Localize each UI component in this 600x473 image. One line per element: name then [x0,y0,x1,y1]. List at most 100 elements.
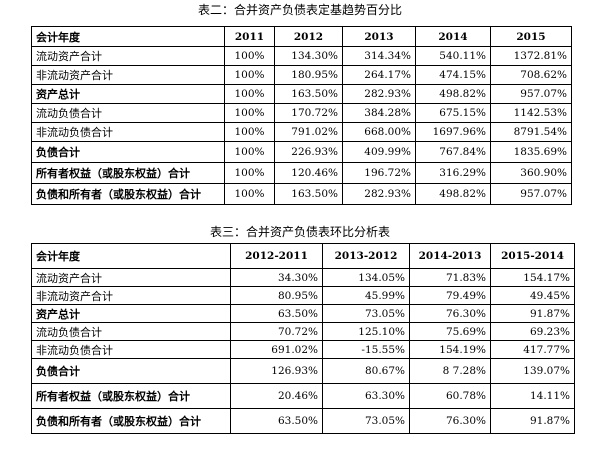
table-row: 非流动资产合计 100% 180.95% 264.17% 474.15% 708.62% [31,65,572,85]
value-cell: 384.28% [342,103,416,123]
value-cell: 196.72% [342,162,416,184]
value-cell: 80.95% [230,286,323,305]
value-cell: 314.34% [342,46,416,66]
value-cell: 668.00% [342,122,416,142]
header-year-cell: 2013 [342,26,416,47]
header-row: 会计年度 2011 2012 2013 2014 2015 [31,26,572,47]
row-label-cell: 所有者权益（或股东权益）合计 [31,162,225,184]
value-cell: 60.78% [409,383,491,409]
row-label-cell: 非流动负债合计 [31,340,231,359]
table-row: 负债合计 100% 226.93% 409.99% 767.84% 1835.69% [31,141,572,163]
table-row: 资产总计 100% 163.50% 282.93% 498.82% 957.07% [31,84,572,104]
value-cell: 1835.69% [490,141,572,163]
value-cell: 498.82% [415,183,491,205]
value-cell: 226.93% [274,141,343,163]
table2-caption: 表三：合并资产负债表环比分析表 [209,225,390,239]
table-row: 非流动资产合计 80.95% 45.99% 79.49% 49.45% [31,286,575,305]
value-cell: 498.82% [415,84,491,104]
value-cell: 91.87% [490,408,575,434]
value-cell: 73.05% [322,408,410,434]
value-cell: 134.30% [274,46,343,66]
value-cell: 100% [224,162,275,184]
table-row: 流动资产合计 34.30% 134.05% 71.83% 154.17% [31,268,575,287]
value-cell: 957.07% [490,183,572,205]
value-cell: 71.83% [409,268,491,287]
value-cell: -15.55% [322,340,410,359]
value-cell: 120.46% [274,162,343,184]
value-cell: 100% [224,84,275,104]
header-year-cell: 2011 [224,26,275,47]
value-cell: 360.90% [490,162,572,184]
value-cell: 100% [224,183,275,205]
value-cell: 8791.54% [490,122,572,142]
table-row: 所有者权益（或股东权益）合计 100% 120.46% 196.72% 316.29% 3… [31,162,572,184]
value-cell: 73.05% [322,304,410,323]
value-cell: 282.93% [342,84,416,104]
value-cell: 63.30% [322,383,410,409]
header-year-cell: 2014-2013 [409,243,491,269]
value-cell: 91.87% [490,304,575,323]
value-cell: 63.50% [230,304,323,323]
value-cell: 957.07% [490,84,572,104]
value-cell: 163.50% [274,84,343,104]
value-cell: 14.11% [490,383,575,409]
row-label-cell: 非流动资产合计 [31,286,231,305]
header-year-cell: 2015-2014 [490,243,575,269]
value-cell: 154.19% [409,340,491,359]
table-row: 非流动负债合计 691.02% -15.55% 154.19% 417.77% [31,340,575,359]
header-year-cell: 2012 [274,26,343,47]
value-cell: 20.46% [230,383,323,409]
row-label-cell: 负债合计 [31,141,225,163]
value-cell: 282.93% [342,183,416,205]
row-label-cell: 负债和所有者（或股东权益）合计 [31,183,225,205]
value-cell: 70.72% [230,322,323,341]
value-cell: 76.30% [409,304,491,323]
value-cell: 69.23% [490,322,575,341]
header-year-cell: 2014 [415,26,491,47]
value-cell: 80.67% [322,358,410,384]
value-cell: 100% [224,46,275,66]
table-row: 非流动负债合计 100% 791.02% 668.00% 1697.96% 8791.54… [31,122,572,142]
row-label-cell: 负债和所有者（或股东权益）合计 [31,408,231,434]
value-cell: 75.69% [409,322,491,341]
row-label-cell: 流动资产合计 [31,46,225,66]
table-row: 负债和所有者（或股东权益）合计 100% 163.50% 282.93% 498.82%… [31,183,572,205]
value-cell: 708.62% [490,65,572,85]
value-cell: 180.95% [274,65,343,85]
value-cell: 45.99% [322,286,410,305]
value-cell: 139.07% [490,358,575,384]
table1-caption: 表二：合并资产负债表定基趋势百分比 [197,3,402,17]
value-cell: 125.10% [322,322,410,341]
value-cell: 417.77% [490,340,575,359]
value-cell: 170.72% [274,103,343,123]
value-cell: 691.02% [230,340,323,359]
value-cell: 791.02% [274,122,343,142]
table-row: 负债合计 126.93% 80.67% 8 7.28% 139.07% [31,358,575,384]
row-label-cell: 资产总计 [31,304,231,323]
row-label-cell: 流动负债合计 [31,322,231,341]
value-cell: 100% [224,65,275,85]
value-cell: 409.99% [342,141,416,163]
fixed-base-trend-table: 会计年度 2011 2012 2013 2014 2015 流动资产合计 100% 134.30… [31,26,572,205]
row-label-cell: 所有者权益（或股东权益）合计 [31,383,231,409]
header-label-cell: 会计年度 [31,243,231,269]
value-cell: 63.50% [230,408,323,434]
table-row: 流动负债合计 100% 170.72% 384.28% 675.15% 1142.53% [31,103,572,123]
value-cell: 34.30% [230,268,323,287]
period-on-period-table: 会计年度 2012-2011 2013-2012 2014-2013 2015-2014… [31,243,575,434]
row-label-cell: 非流动负债合计 [31,122,225,142]
table-row: 负债和所有者（或股东权益）合计 63.50% 73.05% 76.30% 91.87% [31,408,575,434]
header-year-cell: 2015 [490,26,572,47]
table-row: 资产总计 63.50% 73.05% 76.30% 91.87% [31,304,575,323]
value-cell: 79.49% [409,286,491,305]
header-year-cell: 2012-2011 [230,243,323,269]
value-cell: 540.11% [415,46,491,66]
value-cell: 767.84% [415,141,491,163]
value-cell: 1372.81% [490,46,572,66]
value-cell: 49.45% [490,286,575,305]
header-row: 会计年度 2012-2011 2013-2012 2014-2013 2015-2014 [31,243,575,269]
value-cell: 1697.96% [415,122,491,142]
value-cell: 154.17% [490,268,575,287]
row-label-cell: 资产总计 [31,84,225,104]
value-cell: 316.29% [415,162,491,184]
